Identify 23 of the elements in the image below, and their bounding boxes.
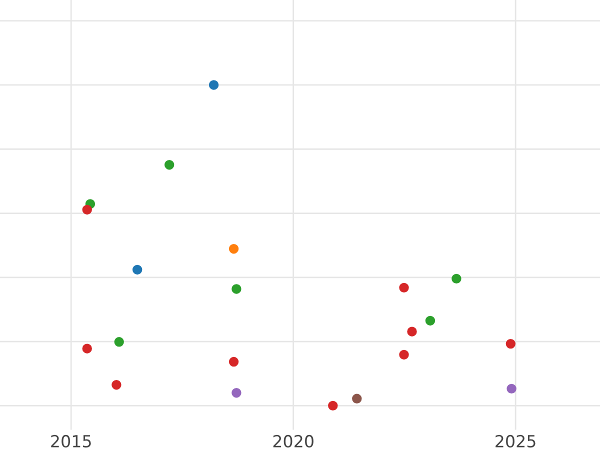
point — [399, 282, 409, 293]
point — [82, 344, 92, 354]
point — [82, 204, 92, 215]
point — [164, 160, 174, 170]
point — [208, 80, 219, 90]
point — [506, 338, 516, 349]
point — [132, 264, 142, 275]
point — [452, 274, 462, 284]
x-tick-label: 2020 — [273, 434, 314, 448]
point — [425, 316, 436, 326]
point — [352, 394, 362, 404]
x-tick-label: 2025 — [496, 434, 536, 448]
point — [114, 337, 124, 347]
point — [399, 350, 409, 360]
x-tick-label: 2015 — [51, 434, 91, 448]
point — [232, 284, 242, 294]
point — [328, 400, 338, 411]
point — [232, 388, 242, 398]
point — [228, 356, 239, 367]
point — [228, 244, 239, 254]
point — [506, 384, 516, 394]
point — [112, 380, 122, 390]
point — [407, 326, 417, 336]
